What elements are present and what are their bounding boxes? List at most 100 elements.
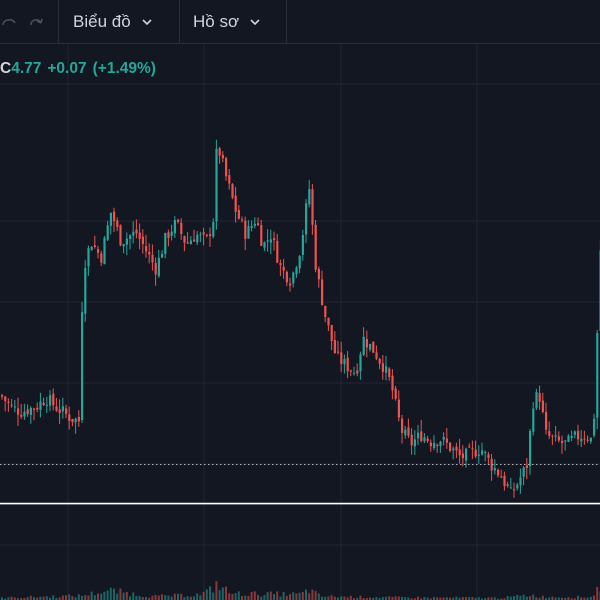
volume-bar (305, 589, 307, 600)
candle-body (596, 333, 599, 418)
volume-bar (321, 596, 323, 600)
volume-bar (545, 598, 547, 600)
volume-bar (445, 597, 448, 600)
volume-series (1, 581, 600, 600)
volume-bar (365, 598, 368, 600)
volume-bar (212, 592, 215, 600)
undo-button[interactable] (0, 0, 20, 44)
candle-body (330, 325, 333, 341)
volume-bar (381, 597, 384, 600)
candle-body (1, 395, 4, 397)
volume-bar (477, 597, 480, 600)
volume-bar (61, 595, 64, 600)
volume-bar (497, 598, 499, 600)
candle-body (404, 429, 407, 436)
candle-body (365, 339, 368, 348)
volume-bar (209, 586, 211, 600)
candle-body (13, 406, 16, 408)
candle-body (349, 370, 352, 372)
candle-body (481, 450, 484, 455)
toolbar-separator (179, 0, 180, 44)
candle-body (458, 449, 461, 456)
candle-body (538, 393, 541, 402)
volume-bar (20, 597, 23, 600)
volume-bar (266, 592, 269, 600)
volume-bar (148, 597, 151, 600)
volume-bar (189, 596, 192, 600)
volume-bar (340, 596, 343, 600)
candle-body (205, 234, 208, 236)
candle-body (372, 341, 375, 353)
candle-body (356, 370, 359, 374)
candle-body (314, 224, 317, 270)
volume-bar (113, 588, 115, 600)
volume-bar (65, 595, 67, 600)
candle-body (68, 414, 71, 422)
volume-bar (458, 597, 461, 600)
candle-body (324, 305, 327, 317)
candle-body (442, 436, 445, 440)
volume-bar (436, 597, 439, 600)
volume-bar (282, 591, 285, 600)
volume-bar (81, 595, 83, 600)
volume-bar (378, 597, 381, 600)
candle-body (279, 263, 282, 266)
candle-body (487, 454, 490, 458)
volume-bar (513, 596, 515, 600)
volume-bar (333, 596, 336, 600)
volume-bar (298, 592, 301, 600)
volume-bar (490, 597, 493, 600)
candle-body (215, 148, 218, 222)
volume-bar (58, 597, 61, 600)
candle-body (183, 236, 186, 243)
candle-body (10, 404, 13, 406)
volume-bar (276, 591, 279, 600)
volume-bar (500, 598, 503, 600)
volume-bar (506, 596, 509, 600)
candle-body (541, 400, 544, 412)
candle-body (71, 418, 74, 423)
volume-bar (289, 594, 291, 600)
toolbar-separator (58, 0, 59, 44)
candle-body (311, 189, 314, 225)
candle-body (340, 352, 343, 364)
volume-bar (119, 588, 122, 600)
candle-body (433, 443, 436, 449)
candle-body (84, 267, 87, 314)
candle-body (135, 229, 138, 234)
volume-bar (97, 593, 99, 600)
candle-body (61, 406, 64, 412)
volume-bar (202, 591, 205, 600)
candle-body (445, 438, 448, 443)
volume-bar (84, 595, 87, 600)
volume-bar (4, 598, 7, 600)
profile-menu[interactable]: Hồ sơ (193, 0, 261, 44)
candle-body (199, 234, 202, 236)
volume-bar (90, 591, 93, 600)
volume-bar (279, 596, 282, 600)
chevron-down-icon (141, 17, 153, 27)
volume-bar (36, 597, 39, 600)
chart-menu[interactable]: Biểu đồ (73, 0, 153, 44)
candle-body (333, 340, 336, 353)
candle-body (493, 468, 496, 471)
volume-bar (295, 593, 298, 600)
candle-body (397, 399, 400, 418)
candle-body (180, 222, 183, 234)
volume-bar (260, 596, 263, 600)
candle-body (529, 431, 532, 467)
volume-bar (231, 594, 234, 600)
candle-body (273, 238, 276, 241)
candle-body (567, 435, 570, 442)
volume-bar (484, 598, 487, 600)
redo-button[interactable] (22, 0, 50, 44)
candle-body (119, 225, 122, 246)
candle-body (337, 351, 340, 353)
candle-body (292, 272, 295, 284)
volume-bar (186, 596, 189, 600)
candle-body (26, 409, 29, 415)
candle-body (263, 242, 266, 248)
volume-bar (177, 593, 179, 600)
candle-body (29, 407, 32, 415)
